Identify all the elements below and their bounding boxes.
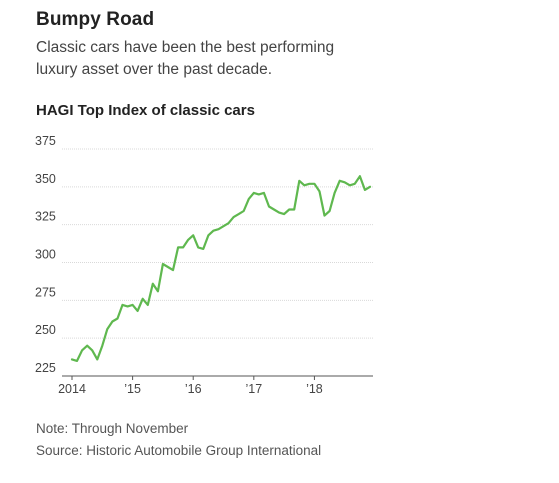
y-tick-label: 325 [35, 210, 56, 224]
chart-source: Source: Historic Automobile Group Intern… [36, 443, 321, 458]
y-tick-label: 350 [35, 172, 56, 186]
y-tick-label: 300 [35, 248, 56, 262]
x-tick-label: ’17 [245, 382, 262, 396]
series-line [72, 176, 370, 361]
y-tick-label: 225 [35, 361, 56, 375]
x-tick-label: ’18 [306, 382, 323, 396]
y-tick-label: 250 [35, 323, 56, 337]
chart-note: Note: Through November [36, 421, 188, 436]
x-tick-label: ’15 [124, 382, 141, 396]
y-tick-label: 375 [35, 134, 56, 148]
y-tick-label: 275 [35, 285, 56, 299]
x-tick-label: ’16 [185, 382, 202, 396]
x-tick-label: 2014 [58, 382, 86, 396]
